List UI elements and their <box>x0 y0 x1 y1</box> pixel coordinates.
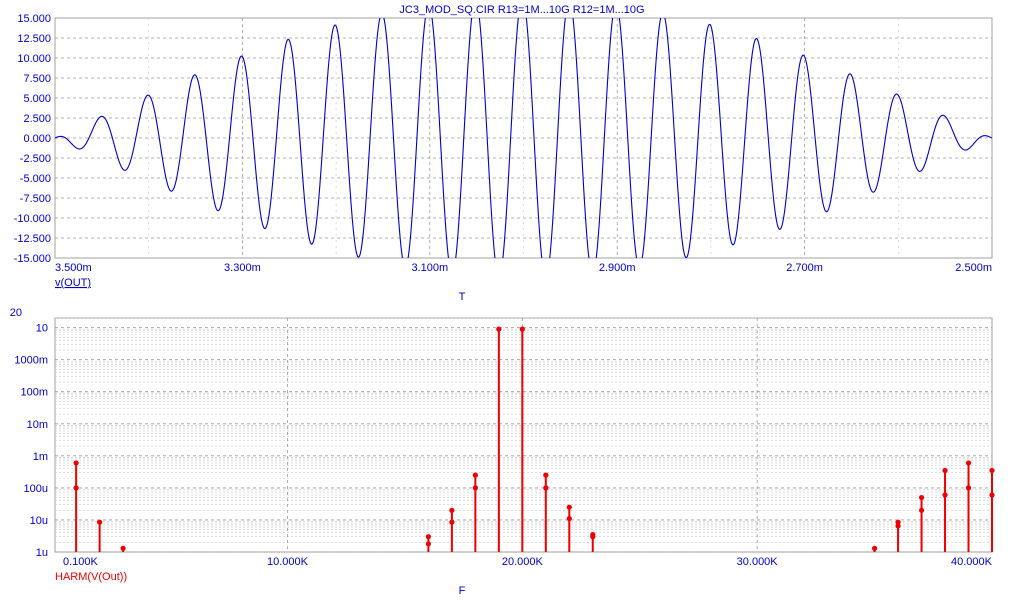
harmonic-stem-marker <box>73 460 79 466</box>
harmonic-stem-marker-lower <box>895 523 901 529</box>
transient-x-axis-label: T <box>459 291 466 303</box>
harmonic-stem-marker-lower <box>472 485 478 491</box>
harmonics-x-axis-label: F <box>459 585 466 597</box>
harmonics-x-tick-label: 30.000K <box>737 556 779 568</box>
harmonics-y-tick-label: 100u <box>24 483 48 495</box>
harmonics-y-tick-label: 1m <box>33 451 48 463</box>
transient-y-tick-label: 12.500 <box>17 33 51 45</box>
harmonic-stem-marker <box>519 326 525 332</box>
transient-y-tick-label: 5.000 <box>23 93 51 105</box>
transient-trace-label[interactable]: v(OUT) <box>55 277 91 289</box>
harmonic-stem-marker <box>97 519 103 525</box>
transient-y-tick-label: -10.000 <box>14 213 51 225</box>
harmonic-stem-marker-lower <box>566 516 572 522</box>
transient-plot[interactable]: 15.000 12.500 10.000 7.500 5.000 2.500 0.000 -2… <box>14 0 993 303</box>
harmonics-x-tick-label: 0.100K <box>63 556 99 568</box>
harmonic-stem-marker-lower <box>590 534 596 540</box>
harmonic-stem-marker-lower <box>965 485 972 491</box>
transient-x-tick-label: 3.500m <box>55 262 92 274</box>
harmonic-stem-marker <box>965 460 972 466</box>
harmonics-y-tick-label: 1000m <box>14 355 48 367</box>
harmonics-y-tick-label: 1u <box>36 547 48 559</box>
transient-y-tick-label: 15.000 <box>17 13 51 25</box>
transient-x-tick-label: 3.300m <box>224 262 261 274</box>
harmonic-stem-marker <box>918 494 925 501</box>
transient-y-tick-label: -5.000 <box>20 173 51 185</box>
harmonic-stem-marker-lower <box>425 541 431 547</box>
harmonics-trace-label[interactable]: HARM(V(Out)) <box>55 571 127 583</box>
harmonics-y-tick-label: 100m <box>20 387 48 399</box>
harmonic-stem-marker-lower <box>449 519 455 525</box>
transient-x-tick-label: 3.100m <box>411 262 448 274</box>
transient-y-tick-label: -7.500 <box>20 193 51 205</box>
harmonics-x-tick-label: 20.000K <box>502 556 544 568</box>
transient-x-tick-label: 2.700m <box>786 262 823 274</box>
transient-x-tick-label: 2.900m <box>599 262 636 274</box>
harmonic-stem-marker <box>543 472 549 478</box>
transient-series-line <box>55 18 992 258</box>
harmonic-stem-marker <box>472 472 478 478</box>
harmonics-y-tick-label: 10u <box>30 515 48 527</box>
transient-x-tick-label: 2.500m <box>955 262 992 274</box>
harmonics-x-tick-label: 40.000K <box>951 556 993 568</box>
harmonic-stem-marker <box>120 545 126 551</box>
harmonic-stem-marker <box>425 534 431 540</box>
harmonics-x-tick-label: 10.000K <box>267 556 309 568</box>
harmonic-stem-marker <box>496 326 502 332</box>
transient-x-tick-labels: 3.500m 3.300m 3.100m 2.900m 2.700m 2.500m <box>55 262 992 274</box>
chart-title: JC3_MOD_SQ.CIR R13=1M...10G R12=1M...10G <box>399 4 644 16</box>
transient-y-tick-labels: 15.000 12.500 10.000 7.500 5.000 2.500 0.000 -2… <box>14 13 51 265</box>
harmonic-stem-marker <box>942 467 948 474</box>
transient-y-tick-label: -12.500 <box>14 233 51 245</box>
harmonic-stem-marker <box>895 519 901 525</box>
harmonics-y-tick-labels: 10 1000m 100m 10m 1m 100u 10u 1u <box>14 323 48 559</box>
harmonics-x-tick-labels: 0.100K 10.000K 20.000K 30.000K 40.000K <box>63 556 993 568</box>
harmonics-plot[interactable]: 10 1000m 100m 10m 1m 100u 10u 1u 0.100K 10.000K 2… <box>10 307 995 597</box>
harmonics-stems <box>73 326 995 552</box>
transient-trace <box>55 18 992 258</box>
transient-y-tick-label: -15.000 <box>14 253 51 265</box>
transient-y-tick-label: 0.000 <box>23 133 51 145</box>
harmonic-stem-marker-lower <box>918 507 925 513</box>
harmonics-y-tick-label: 10 <box>36 323 48 335</box>
transient-grid <box>55 18 992 258</box>
harmonics-y-tick-label: 10m <box>27 419 48 431</box>
harmonic-stem-marker <box>449 507 455 513</box>
transient-y-tick-label: 10.000 <box>17 53 51 65</box>
harmonic-stem-marker <box>871 545 878 551</box>
transient-y-tick-label: 7.500 <box>23 73 51 85</box>
harmonic-stem-marker-lower <box>73 485 79 491</box>
harmonics-y-top-label: 20 <box>10 307 22 319</box>
harmonics-plot-frame <box>54 317 993 553</box>
harmonic-stem-marker <box>989 467 995 474</box>
harmonic-stem-marker <box>566 504 572 510</box>
transient-y-tick-label: -2.500 <box>20 153 51 165</box>
harmonic-stem-marker-lower <box>543 485 549 491</box>
harmonic-stem-marker-lower <box>942 492 948 498</box>
transient-y-tick-label: 2.500 <box>23 113 51 125</box>
harmonic-stem-marker-lower <box>989 492 995 498</box>
